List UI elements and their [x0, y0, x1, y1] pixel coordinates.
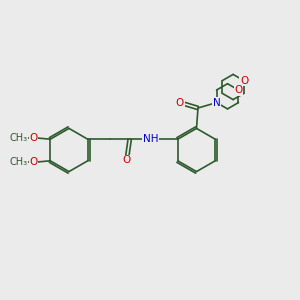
Text: O: O — [30, 133, 38, 143]
Text: O: O — [123, 155, 131, 165]
Text: O: O — [234, 85, 242, 95]
Text: O: O — [30, 157, 38, 167]
Text: O: O — [240, 76, 248, 86]
Text: N: N — [213, 98, 220, 108]
Text: NH: NH — [143, 134, 158, 144]
Text: O: O — [176, 98, 184, 108]
Text: CH₃: CH₃ — [10, 157, 28, 167]
Text: CH₃: CH₃ — [10, 133, 28, 143]
Text: N: N — [213, 98, 220, 108]
